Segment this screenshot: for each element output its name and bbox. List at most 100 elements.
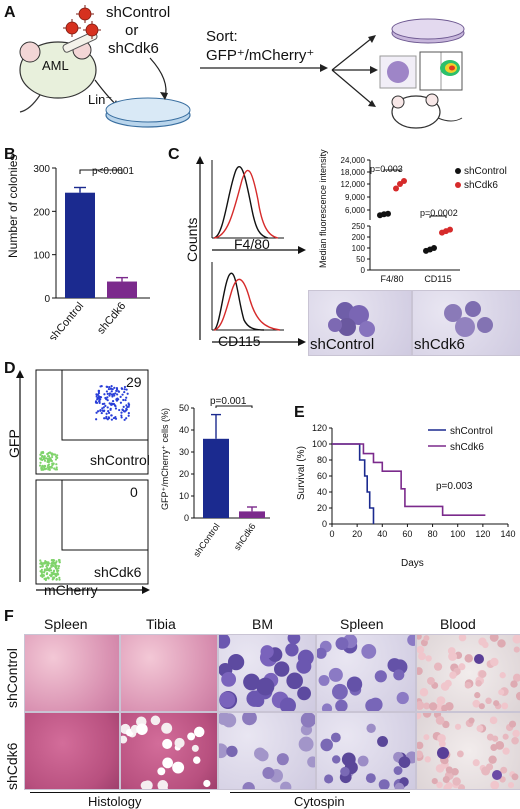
cell <box>328 667 343 682</box>
cell <box>274 661 290 677</box>
flow-event-negative <box>40 452 43 455</box>
cell <box>361 643 377 659</box>
cell <box>335 637 349 651</box>
panel-d-ytick-label: 0 <box>184 513 189 523</box>
cytospin-bm-shcdk6 <box>218 712 316 790</box>
cell <box>256 749 269 762</box>
mfi-ytick-label: 6,000 <box>345 206 366 215</box>
cell <box>332 755 341 764</box>
flow-event-double-positive <box>105 412 108 415</box>
lin-label: Lin⁻ <box>88 92 113 107</box>
cell <box>187 732 196 741</box>
flow-event-double-positive <box>105 417 108 420</box>
cell <box>422 713 432 718</box>
flow-event-double-positive <box>104 404 107 408</box>
col-label-spleen-cytospin: Spleen <box>340 616 384 632</box>
flow-event-double-positive <box>108 402 111 405</box>
flow-event-negative <box>42 573 45 577</box>
flow-event-negative <box>51 573 54 576</box>
flow-event-double-positive <box>125 417 128 420</box>
flow-event-double-positive <box>122 398 125 402</box>
flow-event-double-positive <box>122 405 125 408</box>
histology-tibia-shcontrol <box>120 634 218 712</box>
flow-event-double-positive <box>121 393 124 396</box>
panel-e-xtick-label: 120 <box>475 529 490 539</box>
flow-event-double-positive <box>109 392 112 395</box>
flow-event-negative <box>46 566 49 570</box>
flow-event-double-positive <box>106 392 109 395</box>
cell <box>485 697 492 705</box>
cell <box>393 669 405 681</box>
cell <box>474 692 481 699</box>
flow-event-negative <box>41 467 44 470</box>
cell <box>221 671 237 687</box>
cell <box>286 672 303 690</box>
cell <box>394 782 405 789</box>
cell <box>317 647 327 659</box>
flow-event-negative <box>47 463 51 466</box>
cell <box>158 784 167 789</box>
flow-event-double-positive <box>95 395 98 398</box>
flow-event-double-positive <box>127 402 130 405</box>
cell <box>497 639 506 648</box>
flow-event-double-positive <box>98 396 101 399</box>
cytospin-bm-shcontrol <box>218 634 316 712</box>
flow-event-double-positive <box>112 416 116 420</box>
cell <box>437 733 446 743</box>
flow-event-negative <box>52 561 55 564</box>
hist-bottom-xlabel: CD115 <box>218 333 261 349</box>
cell <box>512 635 520 644</box>
flow-event-negative <box>52 558 55 562</box>
flow-event-negative <box>50 565 53 568</box>
cell <box>377 736 388 747</box>
cell <box>366 723 376 734</box>
flow-event-double-positive <box>125 396 128 399</box>
cell <box>157 767 166 776</box>
flow-event-double-positive <box>98 400 101 403</box>
mfi-bracket-f480 <box>383 169 401 172</box>
flow-event-double-positive <box>97 392 101 395</box>
flow-event-negative <box>44 562 47 565</box>
cell <box>300 713 315 728</box>
cell <box>161 722 173 734</box>
row-label-shcontrol: shControl <box>4 648 20 708</box>
cell <box>428 702 438 711</box>
flow-event-negative <box>39 464 42 467</box>
flow-event-double-positive <box>110 418 113 421</box>
cell <box>417 667 423 675</box>
flow-event-negative <box>55 466 58 469</box>
flow-event-double-positive <box>107 387 111 391</box>
cell <box>440 682 450 691</box>
cell <box>219 713 231 726</box>
cell <box>445 766 453 774</box>
cell <box>260 645 274 659</box>
flow-event-double-positive <box>114 392 117 395</box>
flow-event-negative <box>39 559 42 562</box>
cell <box>442 775 450 784</box>
histology-spleen-shcontrol <box>24 634 120 712</box>
cell <box>423 702 431 710</box>
cell <box>387 658 402 673</box>
flow-event-negative <box>43 459 47 462</box>
mfi-pvalue-cd115: p=0.0002 <box>420 208 458 218</box>
cell <box>433 662 443 671</box>
row-label-shcdk6: shCdk6 <box>4 742 20 790</box>
flow-event-negative <box>49 569 53 572</box>
flow-event-double-positive <box>120 414 123 417</box>
blood-smear-shcontrol <box>416 634 520 712</box>
histology-tibia-shcdk6 <box>120 712 218 790</box>
flow-event-double-positive <box>111 388 114 391</box>
flow-event-double-positive <box>120 387 124 390</box>
cell <box>486 733 494 741</box>
panel-e-ytick-label: 100 <box>312 439 327 449</box>
cell <box>502 747 510 755</box>
cell <box>285 643 299 657</box>
cell <box>464 654 473 663</box>
panel-d-ytick-label: 40 <box>179 425 189 435</box>
cell <box>464 681 472 689</box>
flow-event-negative <box>51 462 55 465</box>
cell <box>431 778 438 785</box>
flow-event-double-positive <box>103 393 106 396</box>
cell <box>321 703 333 711</box>
flow-event-negative <box>58 578 61 581</box>
